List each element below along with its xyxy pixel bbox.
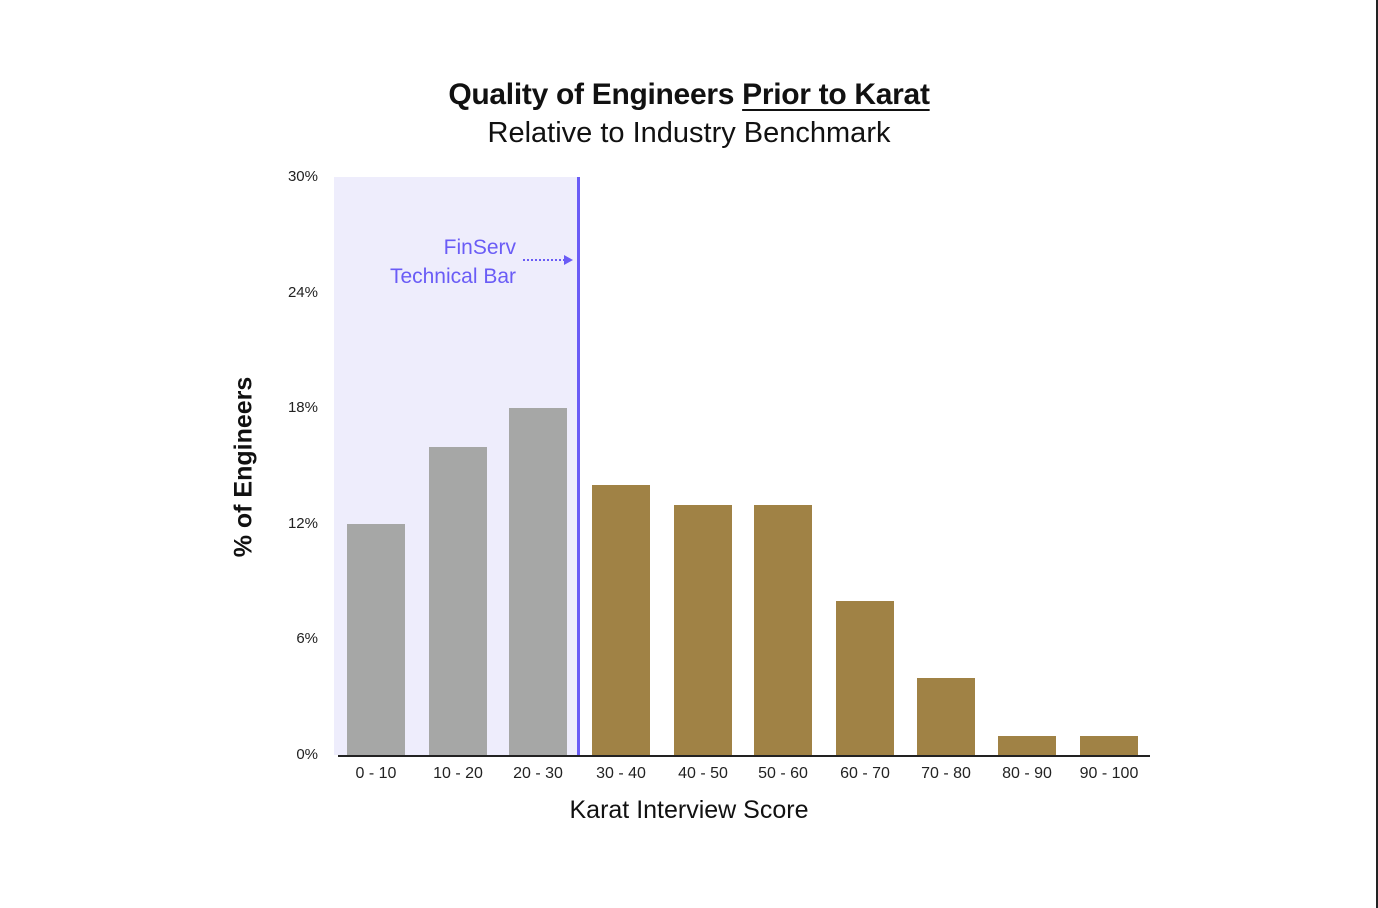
x-tick-label: 40 - 50 — [678, 765, 728, 782]
right-border — [1376, 0, 1378, 908]
title-underlined: Prior to Karat — [742, 78, 930, 111]
y-tick-label: 6% — [296, 630, 318, 648]
chart-subtitle: Relative to Industry Benchmark — [487, 117, 891, 149]
x-tick-label: 50 - 60 — [758, 765, 808, 782]
y-tick-label: 24% — [287, 283, 318, 301]
chart-title: Quality of Engineers Prior to Karat — [448, 78, 930, 111]
x-tick-label: 90 - 100 — [1079, 765, 1139, 782]
arrow-icon — [564, 255, 573, 265]
x-axis-line — [338, 755, 1150, 757]
technical-bar-line — [577, 177, 580, 756]
bar-0-10 — [347, 523, 405, 755]
x-tick-label: 10 - 20 — [433, 765, 483, 782]
annotation-line2: Technical Bar — [389, 265, 516, 288]
bar-40-50 — [674, 504, 732, 755]
x-tick-label: 30 - 40 — [596, 765, 646, 782]
y-axis-label: % of Engineers — [229, 376, 258, 558]
bar-80-90 — [998, 735, 1056, 755]
bar-30-40 — [592, 485, 650, 755]
bar-60-70 — [836, 600, 894, 755]
y-tick-label: 12% — [287, 514, 318, 532]
x-tick-label: 60 - 70 — [840, 765, 890, 782]
x-tick-label: 20 - 30 — [513, 765, 563, 782]
dotted-arrow-line — [523, 259, 565, 261]
bar-20-30 — [509, 408, 567, 755]
bar-10-20 — [429, 446, 487, 755]
y-tick-label: 30% — [287, 168, 318, 185]
x-axis-label: Karat Interview Score — [569, 796, 809, 824]
y-tick-label: 18% — [287, 399, 318, 417]
x-tick-label: 70 - 80 — [921, 765, 971, 782]
bar-50-60 — [754, 504, 812, 755]
y-tick-label: 0% — [296, 746, 318, 763]
bar-70-80 — [917, 677, 975, 755]
x-tick-label: 80 - 90 — [1002, 765, 1052, 782]
x-tick-label: 0 - 10 — [355, 765, 397, 782]
annotation-line1: FinServ — [443, 236, 516, 259]
bar-90-100 — [1080, 735, 1138, 755]
